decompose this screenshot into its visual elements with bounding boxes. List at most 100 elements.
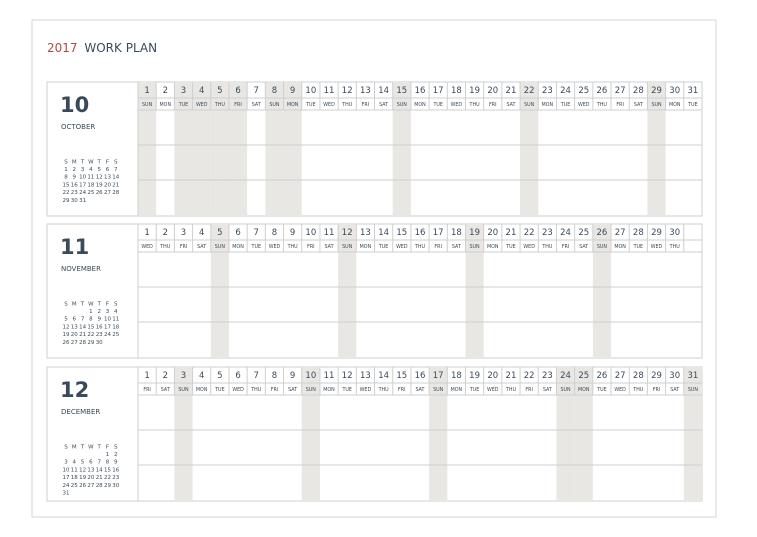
day-number: 19 [469, 228, 480, 238]
weekday: WED [578, 102, 590, 108]
mini-day: 23 [96, 332, 103, 338]
mini-day: 26 [79, 483, 86, 489]
weekday: WED [232, 387, 244, 393]
weekday: MON [323, 387, 335, 393]
weekday: WED [487, 387, 499, 393]
day-number: 27 [615, 371, 626, 381]
mini-header: S [64, 302, 68, 308]
mini-day: 8 [64, 175, 68, 181]
mini-day: 25 [71, 483, 78, 489]
mini-header: F [106, 302, 109, 308]
weekday: FRI [434, 244, 442, 250]
weekday: MON [232, 244, 244, 250]
weekday: SUN [560, 387, 571, 393]
holiday-shade [592, 224, 612, 358]
day-number: 4 [199, 228, 204, 238]
weekday: SUN [688, 387, 699, 393]
mini-day: 29 [87, 340, 94, 346]
weekday: SUN [651, 102, 662, 108]
weekday: FRI [180, 244, 188, 250]
holiday-shade [174, 82, 193, 216]
mini-day: 14 [112, 175, 119, 181]
day-number: 16 [415, 86, 426, 96]
day-number: 10 [305, 86, 316, 96]
mini-day: 28 [112, 190, 119, 196]
mini-day: 13 [87, 467, 94, 473]
day-number: 25 [578, 86, 589, 96]
day-number: 26 [597, 86, 608, 96]
day-number: 11 [324, 371, 335, 381]
mini-day: 9 [114, 460, 118, 466]
mini-day: 4 [89, 167, 93, 173]
weekday: TUE [687, 102, 697, 108]
mini-day: 18 [87, 182, 94, 188]
day-number: 13 [360, 228, 371, 238]
mini-day: 12 [96, 175, 103, 181]
mini-day: 9 [73, 175, 77, 181]
weekday: TUE [633, 244, 643, 250]
weekday: WED [269, 244, 281, 250]
mini-header: F [106, 160, 109, 166]
day-number: 26 [597, 371, 608, 381]
day-number: 11 [324, 228, 335, 238]
day-number: 28 [633, 371, 644, 381]
mini-day: 19 [96, 182, 103, 188]
mini-header: S [64, 445, 68, 451]
weekday: THU [159, 244, 171, 250]
title-year: 2017 [47, 41, 78, 55]
day-number: 31 [687, 86, 698, 96]
day-number: 1 [144, 371, 149, 381]
mini-day: 31 [79, 198, 86, 204]
title-text: WORK PLAN [84, 41, 157, 55]
mini-day: 1 [89, 309, 93, 315]
month-name: OCTOBER [61, 123, 95, 131]
mini-day: 6 [73, 317, 77, 323]
day-number: 20 [487, 86, 498, 96]
weekday: FRI [307, 244, 315, 250]
day-number: 19 [469, 371, 480, 381]
mini-day: 29 [104, 483, 111, 489]
mini-day: 31 [63, 491, 70, 497]
weekday: WED [196, 102, 208, 108]
weekday: SAT [579, 244, 588, 250]
holiday-shade [338, 224, 357, 358]
day-number: 23 [542, 86, 553, 96]
mini-day: 2 [73, 167, 77, 173]
day-number: 28 [633, 228, 644, 238]
day-number: 5 [217, 228, 222, 238]
mini-header: W [88, 302, 94, 308]
mini-header: S [114, 445, 118, 451]
day-number: 8 [272, 371, 277, 381]
weekday: SUN [215, 244, 226, 250]
mini-day: 3 [64, 460, 68, 466]
day-number: 2 [163, 228, 168, 238]
mini-header: M [72, 302, 77, 308]
mini-day: 7 [81, 317, 85, 323]
day-number: 24 [560, 86, 571, 96]
weekday: TUE [432, 102, 442, 108]
mini-header: W [88, 160, 94, 166]
weekday: WED [614, 387, 626, 393]
day-number: 23 [542, 228, 553, 238]
mini-day: 24 [63, 483, 70, 489]
weekday: THU [414, 244, 426, 250]
mini-day: 2 [97, 309, 101, 315]
mini-day: 4 [114, 309, 118, 315]
day-number: 22 [524, 86, 535, 96]
holiday-shade [647, 82, 666, 216]
mini-day: 6 [89, 460, 93, 466]
mini-day: 15 [87, 324, 94, 330]
holiday-shade [228, 82, 248, 216]
weekday: MON [287, 102, 299, 108]
weekday: FRI [143, 387, 151, 393]
weekday: SUN [269, 102, 280, 108]
mini-header: W [88, 445, 94, 451]
day-number: 3 [181, 228, 186, 238]
mini-day: 3 [106, 309, 110, 315]
mini-day: 17 [104, 324, 111, 330]
mini-day: 28 [96, 483, 103, 489]
day-number: 4 [199, 371, 204, 381]
weekday: SUN [597, 244, 608, 250]
day-number: 13 [360, 371, 371, 381]
